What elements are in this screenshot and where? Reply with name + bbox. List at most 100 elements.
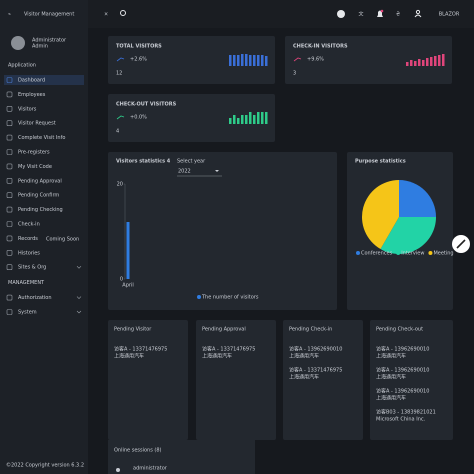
chevron [76,265,82,269]
stat-value: 12 [116,71,122,77]
x-tick-label: April [122,283,133,289]
search-icon[interactable] [120,10,126,16]
menu-item[interactable]: Authorization [18,295,52,301]
entry-company: 上海通用汽车 [114,353,144,360]
stat-card [108,36,275,84]
y-tick-label: 20 [117,182,123,188]
spark-bar [241,115,244,124]
spark-bar [249,112,252,124]
spark-bar [265,112,268,124]
sessions-title: Online sessions (8) [114,448,162,454]
spark-bar [430,57,433,66]
entry-name[interactable]: 访客A - 13371476975 [289,367,342,374]
menu-icon [6,221,13,227]
spark-bar [261,112,264,124]
github-icon[interactable] [337,10,345,18]
y-tick-label: 0 [120,277,123,283]
menu-icon [6,235,13,242]
entry-name[interactable]: 访客A - 13962690010 [289,346,342,353]
close-icon[interactable]: × [104,12,108,18]
menu-icon [6,149,13,155]
menu-item[interactable]: Pending Approval [18,178,62,184]
chart-title: Visitors statistics 4 [116,159,171,165]
legend-dot [396,251,401,255]
version: version 6.3.2 [51,463,84,469]
user-icon[interactable] [415,9,421,15]
topbar [88,0,474,28]
session-avatar [116,468,120,472]
chart-title: Purpose statistics [355,159,406,165]
spark-bar [418,59,421,66]
entry-company: 上海通用汽车 [376,353,406,360]
entry-name[interactable]: 访客A - 13371476975 [114,346,167,353]
entry-company: 上海通用汽车 [376,395,406,402]
entry-name[interactable]: 访客A - 13962690010 [376,346,429,353]
menu-item[interactable]: Visitors [18,106,37,112]
menu-icon [6,264,13,271]
entry-name[interactable]: 访客A - 13371476975 [202,346,255,353]
menu-item[interactable]: Sites & Org [18,265,46,271]
spark-bar [241,54,244,66]
menu-item[interactable]: Check-in [18,222,40,228]
list-card [108,320,188,440]
menu-icon [6,206,13,213]
menu-item[interactable]: System [18,310,37,316]
entry-company: 上海通用汽车 [289,353,319,360]
spark-bar [426,58,429,66]
translate-icon[interactable]: 文 [358,11,363,18]
spark-bar [257,112,260,124]
select-value[interactable]: 2022 [178,169,191,175]
pie-slice [362,180,399,250]
select-caret [215,170,219,172]
stat-value: 3 [293,71,296,77]
entry-name[interactable]: 访客B03 - 13839821021 [376,409,436,416]
menu-icon [6,192,13,198]
spark-bar [257,55,260,66]
menu-icon [6,178,13,184]
list-card [370,320,453,440]
bar [126,222,130,279]
trend-icon [116,57,125,62]
stat-change: +0.0% [130,115,147,121]
entry-name[interactable]: 访客A - 13962690010 [376,367,429,374]
legend-label: Conferences [361,251,393,257]
pie-slice [380,217,436,254]
menu-item[interactable]: Visitor Request [18,121,56,127]
badge: Coming Soon [46,236,79,242]
brand[interactable]: Visitor Management [24,12,74,18]
menu-item[interactable]: My Visit Code [18,164,52,170]
menu-item[interactable]: Pending Checking [18,207,63,213]
menu-icon [6,77,13,83]
menu-item[interactable]: Pre-registers [18,150,50,156]
spark-bar [434,56,437,66]
spark-bar [233,115,236,124]
spark-bar [422,60,425,66]
stat-title: CHECK-OUT VISITORS [116,102,177,108]
chevron [76,296,82,300]
entry-name[interactable]: 访客A - 13962690010 [376,388,429,395]
trend-icon [293,57,302,62]
menu-icon [6,120,13,126]
edit-icon [456,239,466,249]
menu-item[interactable]: Complete Visit Info [18,135,65,141]
spark-bar [261,55,264,66]
entry-company: 上海通用汽车 [289,374,319,381]
copyright: ©2022 Copyright [6,462,50,469]
menu-item[interactable]: Histories [18,250,40,256]
legend-dot [428,251,433,255]
entry-company: 上海通用汽车 [376,374,406,381]
spark-bar [253,115,256,124]
menu-item[interactable]: Employees [18,92,46,98]
settings-icon[interactable]: ₴ [396,12,400,18]
spark-bar [245,54,248,66]
menu-item[interactable]: Dashboard [18,78,45,84]
menu-item[interactable]: Records [18,236,38,242]
avatar [11,36,25,50]
spark-bar [245,115,248,124]
stat-title: TOTAL VISITORS [116,44,162,50]
spark-bar [237,118,240,124]
menu-item[interactable]: Pending Confirm [18,193,59,199]
header-brand[interactable]: BLAZOR [439,12,460,18]
